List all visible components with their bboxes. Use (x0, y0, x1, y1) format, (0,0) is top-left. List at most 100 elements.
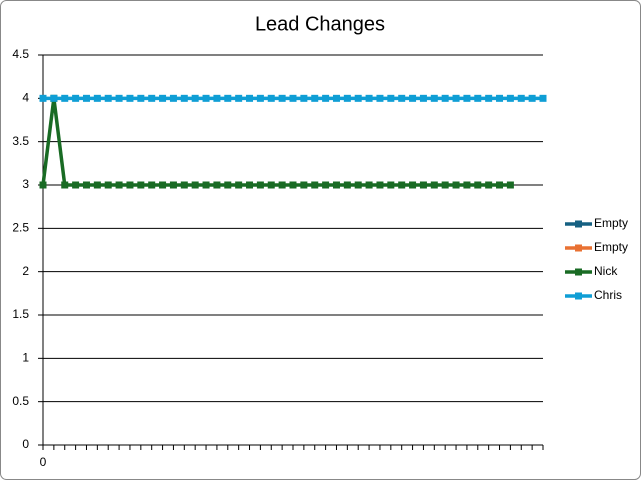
y-tick-label: 1.5 (12, 307, 29, 321)
point-marker (61, 181, 69, 189)
point-marker (332, 181, 340, 189)
point-marker (387, 181, 395, 189)
point-marker (246, 94, 254, 102)
point-marker (354, 94, 362, 102)
y-tick-label: 0 (22, 437, 29, 451)
point-marker (430, 181, 438, 189)
point-marker (213, 181, 221, 189)
point-marker (159, 94, 167, 102)
legend-marker (575, 292, 582, 300)
point-marker (126, 94, 134, 102)
point-marker (387, 94, 395, 102)
y-tick-label: 4.5 (12, 47, 29, 61)
point-marker (474, 94, 482, 102)
point-marker (322, 181, 330, 189)
point-marker (485, 181, 493, 189)
point-marker (159, 181, 167, 189)
point-marker (289, 94, 297, 102)
point-marker (39, 181, 47, 189)
point-marker (137, 181, 145, 189)
point-marker (267, 94, 275, 102)
point-marker (191, 94, 199, 102)
point-marker (343, 181, 351, 189)
point-marker (398, 94, 406, 102)
point-marker (267, 181, 275, 189)
y-tick-label: 3 (22, 177, 29, 191)
point-marker (506, 181, 514, 189)
point-marker (61, 94, 69, 102)
legend-label: Empty (594, 240, 628, 254)
point-marker (180, 181, 188, 189)
point-marker (235, 94, 243, 102)
legend-marker (575, 220, 582, 228)
point-marker (311, 94, 319, 102)
point-marker (246, 181, 254, 189)
point-marker (169, 94, 177, 102)
point-marker (441, 181, 449, 189)
y-tick-label: 4 (22, 91, 29, 105)
point-marker (343, 94, 351, 102)
point-marker (224, 181, 232, 189)
point-marker (115, 181, 123, 189)
point-marker (72, 181, 80, 189)
point-marker (430, 94, 438, 102)
point-marker (322, 94, 330, 102)
point-marker (539, 94, 547, 102)
point-marker (137, 94, 145, 102)
point-marker (126, 181, 134, 189)
point-marker (441, 94, 449, 102)
point-marker (39, 94, 47, 102)
point-marker (300, 94, 308, 102)
point-marker (506, 94, 514, 102)
chart-title: Lead Changes (255, 13, 385, 35)
point-marker (202, 94, 210, 102)
point-marker (517, 94, 525, 102)
point-marker (496, 94, 504, 102)
point-marker (202, 181, 210, 189)
point-marker (311, 181, 319, 189)
point-marker (82, 94, 90, 102)
point-marker (50, 94, 58, 102)
point-marker (104, 94, 112, 102)
point-marker (224, 94, 232, 102)
point-marker (93, 181, 101, 189)
point-marker (419, 181, 427, 189)
point-marker (289, 181, 297, 189)
point-marker (365, 94, 373, 102)
point-marker (148, 94, 156, 102)
point-marker (452, 94, 460, 102)
point-marker (169, 181, 177, 189)
point-marker (104, 181, 112, 189)
y-tick-label: 1 (22, 351, 29, 365)
point-marker (485, 94, 493, 102)
legend-label: Empty (594, 216, 628, 230)
point-marker (332, 94, 340, 102)
point-marker (235, 181, 243, 189)
point-marker (463, 181, 471, 189)
legend-label: Chris (594, 288, 622, 302)
point-marker (496, 181, 504, 189)
point-marker (474, 181, 482, 189)
point-marker (409, 181, 417, 189)
point-marker (528, 94, 536, 102)
point-marker (419, 94, 427, 102)
point-marker (256, 94, 264, 102)
point-marker (256, 181, 264, 189)
point-marker (365, 181, 373, 189)
legend-marker (575, 244, 582, 252)
point-marker (354, 181, 362, 189)
point-marker (463, 94, 471, 102)
point-marker (300, 181, 308, 189)
point-marker (376, 94, 384, 102)
y-tick-label: 2 (22, 264, 29, 278)
point-marker (278, 94, 286, 102)
point-marker (72, 94, 80, 102)
point-marker (213, 94, 221, 102)
y-tick-label: 3.5 (12, 134, 29, 148)
point-marker (452, 181, 460, 189)
point-marker (180, 94, 188, 102)
point-marker (148, 181, 156, 189)
